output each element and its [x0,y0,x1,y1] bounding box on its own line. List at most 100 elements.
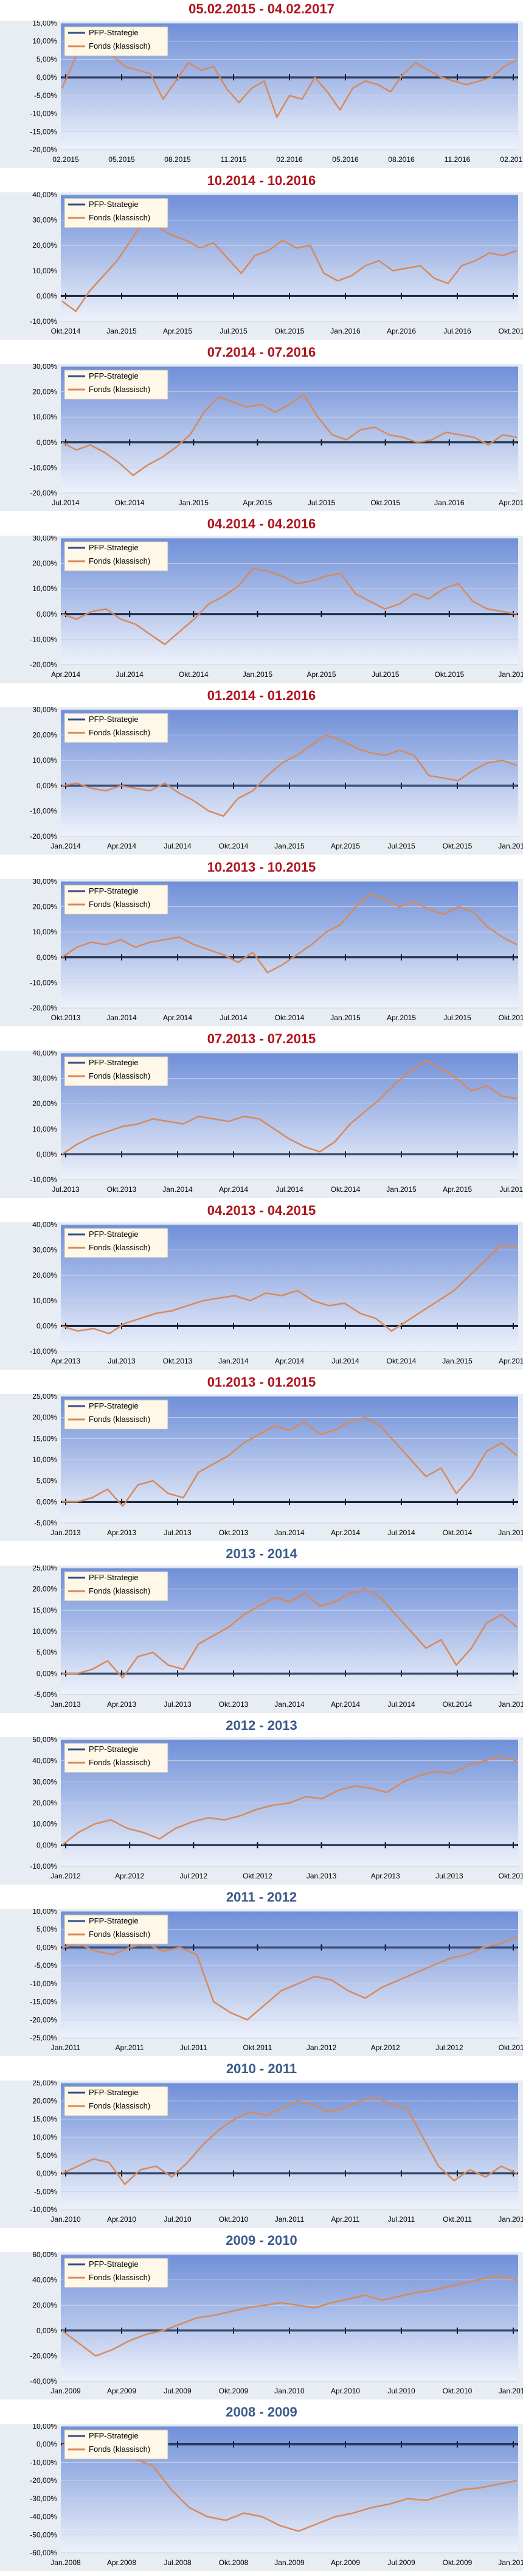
legend-label: Fonds (klassisch) [89,2101,150,2110]
y-tick-label: 20,00% [32,2097,57,2105]
x-tick-label: Jan.2013 [50,1700,81,1709]
legend-label: PFP-Strategie [89,200,139,209]
chart-svg: 40,00%30,00%20,00%10,00%0,00%-10,00%Jul.… [0,1051,523,1198]
y-tick-label: 25,00% [32,1394,57,1401]
x-tick-label: Apr.2014 [275,1357,304,1365]
y-tick-label: 20,00% [32,1099,57,1108]
legend-label: Fonds (klassisch) [89,728,150,737]
y-tick-label: -20,00% [30,2476,57,2485]
x-tick-label: Jan.2016 [498,670,523,679]
x-tick-label: Apr.2013 [107,1528,136,1537]
chart-panel: 01.2013 - 01.2015 25,00% 20,00% 15,00% 10,00… [0,1373,523,1545]
y-tick-label: 0,00% [36,1321,57,1330]
y-tick-label: 30,00% [32,364,57,371]
x-tick-label: Jan.2014 [162,1185,193,1194]
y-tick-label: 10,00% [32,2424,57,2431]
x-tick-label: Okt.2014 [331,1185,361,1194]
legend-label: Fonds (klassisch) [89,1415,150,1424]
chart-panel: 2008 - 2009 10,00% 0,00% -10,00% -20,00% -30,… [0,2403,523,2575]
y-tick-label: -50,00% [30,2530,57,2539]
legend-label: Fonds (klassisch) [89,900,150,909]
x-tick-label: Apr.2009 [107,2387,136,2395]
x-tick-label: Okt.2009 [219,2387,249,2395]
y-tick-label: 20,00% [32,731,57,740]
x-tick-label: Okt.2013 [219,1528,249,1537]
y-tick-label: -60,00% [30,2549,57,2557]
legend-label: Fonds (klassisch) [89,41,150,51]
y-tick-label: -15,00% [30,127,57,136]
x-tick-label: Apr.2014 [219,1185,248,1194]
x-tick-label: Apr.2010 [107,2215,136,2224]
legend-label: PFP-Strategie [89,1058,139,1067]
y-tick-label: 30,00% [32,1074,57,1083]
y-tick-label: 0,00% [36,610,57,618]
chart-title: 10.2013 - 10.2015 [207,859,316,875]
legend-label: Fonds (klassisch) [89,2445,150,2454]
x-tick-label: Jul.2015 [499,1185,523,1194]
x-tick-label: Okt.2013 [163,1357,193,1365]
y-tick-label: 0,00% [36,1943,57,1951]
chart-title: 04.2014 - 04.2016 [207,516,316,531]
y-tick-label: 20,00% [32,903,57,911]
fund-series-line [61,2443,518,2532]
chart-title: 07.2013 - 07.2015 [207,1031,316,1046]
y-tick-label: -20,00% [30,145,57,154]
legend-box [64,26,168,57]
chart-panel: 07.2014 - 07.2016 30,00% 20,00% 10,00% 0,00%… [0,343,523,515]
legend-label: PFP-Strategie [89,2431,139,2440]
x-tick-label: Jan.2010 [50,2215,81,2224]
x-tick-label: Apr.2015 [387,1013,416,1022]
y-tick-label: 30,00% [32,1246,57,1255]
x-tick-label: Jul.2015 [372,670,400,679]
legend-box [64,1914,168,1945]
y-tick-label: 5,00% [36,2151,57,2160]
x-tick-label: Jan.2008 [50,2558,81,2567]
y-tick-label: -10,00% [30,1347,57,1356]
legend-label: PFP-Strategie [89,543,139,552]
x-tick-label: Jul.2011 [180,2043,207,2052]
x-tick-label: Apr.2016 [499,499,523,507]
x-tick-label: Jul.2014 [331,1357,359,1365]
x-tick-label: 02.2015 [52,155,79,164]
y-tick-label: 0,00% [36,438,57,447]
y-tick-label: 15,00% [32,1606,57,1614]
y-tick-label: 0,00% [36,2440,57,2449]
y-tick-label: 40,00% [32,1051,57,1057]
x-tick-label: Jan.2016 [434,499,465,507]
y-tick-label: -15,00% [30,1998,57,2006]
legend-label: Fonds (klassisch) [89,1930,150,1939]
chart-title: 2008 - 2009 [226,2404,297,2420]
x-tick-label: Jan.2013 [307,1872,337,1880]
x-tick-label: Apr.2015 [243,499,272,507]
x-tick-label: 05.2016 [332,155,359,164]
legend-box [64,541,168,572]
x-tick-label: 11.2016 [445,155,471,164]
x-tick-label: Okt.2010 [219,2215,249,2224]
x-tick-label: Apr.2013 [51,1357,80,1365]
chart-svg: 10,00% 0,00% -10,00% -20,00% -30,00% -40,00% -… [0,2424,523,2571]
legend-label: PFP-Strategie [89,371,139,380]
chart-title: 10.2014 - 10.2016 [207,173,316,188]
chart-title: 01.2013 - 01.2015 [207,1374,316,1390]
fund-series-line [61,2096,518,2185]
x-tick-label: Apr.2009 [331,2558,360,2567]
x-tick-label: Jul.2013 [435,1872,463,1880]
chart-svg: 40,00%30,00%20,00%10,00%0,00%-10,00%Apr.… [0,1222,523,1370]
x-tick-label: Okt.2009 [443,2558,473,2567]
x-tick-label: Jul.2016 [443,327,471,335]
chart-panel: 04.2013 - 04.2015 40,00% 30,00% 20,00% 10,00… [0,1202,523,1373]
y-tick-label: -10,00% [30,978,57,987]
chart-title: 2011 - 2012 [226,1889,297,1905]
y-tick-label: -30,00% [30,2494,57,2503]
fund-series-line [61,1060,518,1155]
x-tick-label: Okt.2014 [51,327,81,335]
legend-label: Fonds (klassisch) [89,1071,150,1080]
y-tick-label: -10,00% [30,2458,57,2466]
x-tick-label: Jan.2015 [243,670,273,679]
fund-series-line [62,1588,518,1679]
y-tick-label: 20,00% [32,388,57,396]
legend-box [64,2086,168,2116]
y-tick-label: -10,00% [30,1979,57,1988]
y-tick-label: 5,00% [36,55,57,63]
y-tick-label: 30,00% [32,707,57,714]
